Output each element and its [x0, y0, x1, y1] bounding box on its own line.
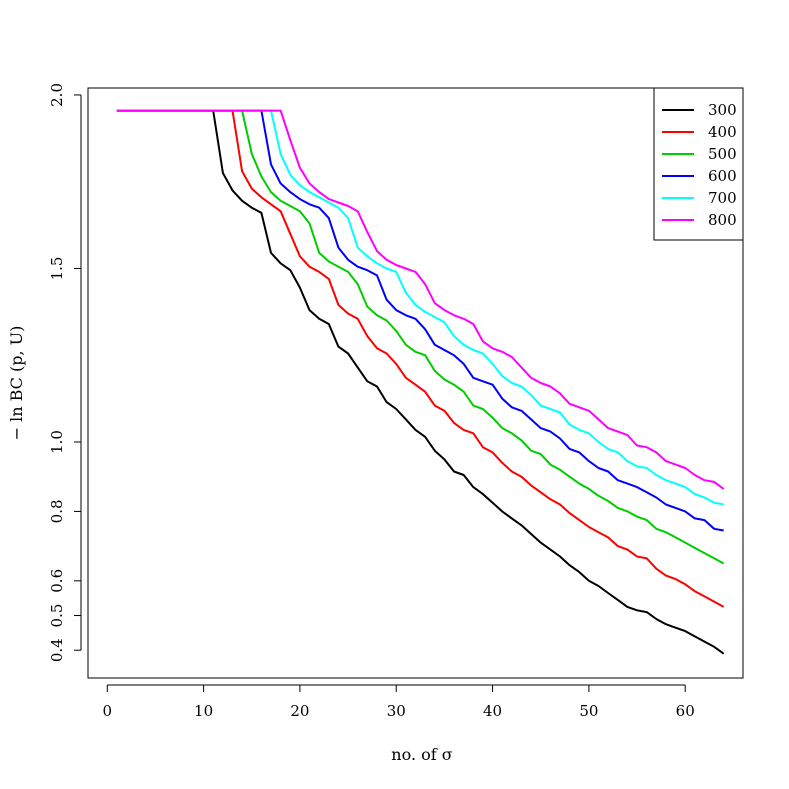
series-line-500 — [116, 109, 725, 565]
series-line-800 — [116, 109, 725, 490]
legend-label-600: 600 — [708, 167, 737, 185]
legend-label-700: 700 — [708, 189, 737, 207]
series-lines — [116, 109, 725, 655]
plot-frame — [87, 87, 744, 679]
x-tick-label: 10 — [194, 702, 213, 720]
y-tick-label: 0.8 — [48, 499, 66, 523]
legend: 300 400 500 600 700 800 — [653, 87, 744, 241]
axes: 0 10 20 30 40 50 60 0.4 0.5 0.6 0.8 1.0 1.5 2.0 — [48, 83, 695, 720]
series-line-300 — [116, 109, 725, 655]
x-tick-label: 20 — [290, 702, 309, 720]
y-tick-label: 2.0 — [48, 83, 66, 107]
legend-label-500: 500 — [708, 145, 737, 163]
y-axis-label: − ln BC (p, U) — [7, 326, 26, 441]
legend-label-800: 800 — [708, 211, 737, 229]
legend-label-300: 300 — [708, 101, 737, 119]
y-tick-label: 0.5 — [48, 604, 66, 628]
y-tick-label: 1.5 — [48, 257, 66, 281]
series-line-400 — [116, 109, 725, 608]
x-tick-label: 30 — [387, 702, 406, 720]
x-tick-label: 60 — [676, 702, 695, 720]
y-tick-label: 0.6 — [48, 569, 66, 593]
y-tick-label: 0.4 — [48, 638, 66, 662]
y-tick-label: 1.0 — [48, 430, 66, 454]
legend-label-400: 400 — [708, 123, 737, 141]
series-line-600 — [116, 109, 724, 532]
x-axis-label: no. of σ — [391, 745, 452, 764]
legend-box — [653, 87, 744, 241]
x-tick-label: 50 — [579, 702, 598, 720]
x-tick-label: 40 — [483, 702, 502, 720]
x-tick-label: 0 — [102, 702, 112, 720]
series-line-700 — [116, 109, 724, 506]
